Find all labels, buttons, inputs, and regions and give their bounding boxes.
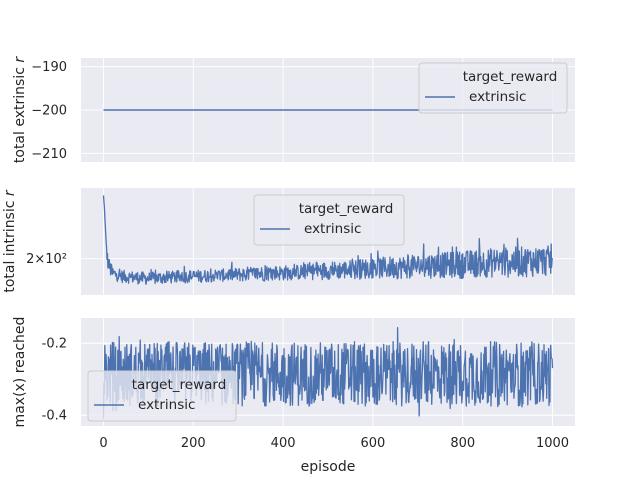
series-line-1 [102,195,554,285]
x-tick-label: 0 [99,436,107,451]
y-axis-label: total intrinsic r [2,189,18,293]
legend-title: target_reward [299,201,394,217]
x-tick-label: 800 [450,436,475,451]
x-tick-label: 600 [360,436,385,451]
legend: target_reward extrinsic [253,194,405,246]
legend-box [418,62,568,114]
subplot-3: -0.2 -0.4 0 200 400 600 800 1000 episode max(x) r… [12,317,575,475]
legend-label: extrinsic [138,397,195,413]
legend-title: target_reward [132,377,227,393]
legend-label: extrinsic [304,221,361,237]
y-tick-label: -0.2 [42,337,67,352]
legend-label: extrinsic [469,89,526,105]
y-tick-label: 2×10² [26,252,67,267]
x-tick-label: 200 [181,436,206,451]
y-tick-label: −210 [31,147,67,162]
y-axis-label: total extrinsic r [12,56,28,163]
y-axis-label: max(x) reached [12,317,28,428]
legend-box [253,194,405,246]
x-tick-label: 1000 [536,436,569,451]
y-tick-label: -0.4 [42,409,67,424]
legend: target_reward extrinsic [87,370,237,422]
legend: target_reward extrinsic [418,62,568,114]
subplot-2: 2×10² total intrinsic r target_rewardextri… [2,188,575,295]
legend-title: target_reward [463,69,558,85]
legend-box [87,370,237,422]
x-axis-label: episode [301,459,356,475]
x-tick-label: 400 [271,436,296,451]
y-tick-label: −200 [31,104,67,119]
y-tick-label: −190 [31,60,67,75]
